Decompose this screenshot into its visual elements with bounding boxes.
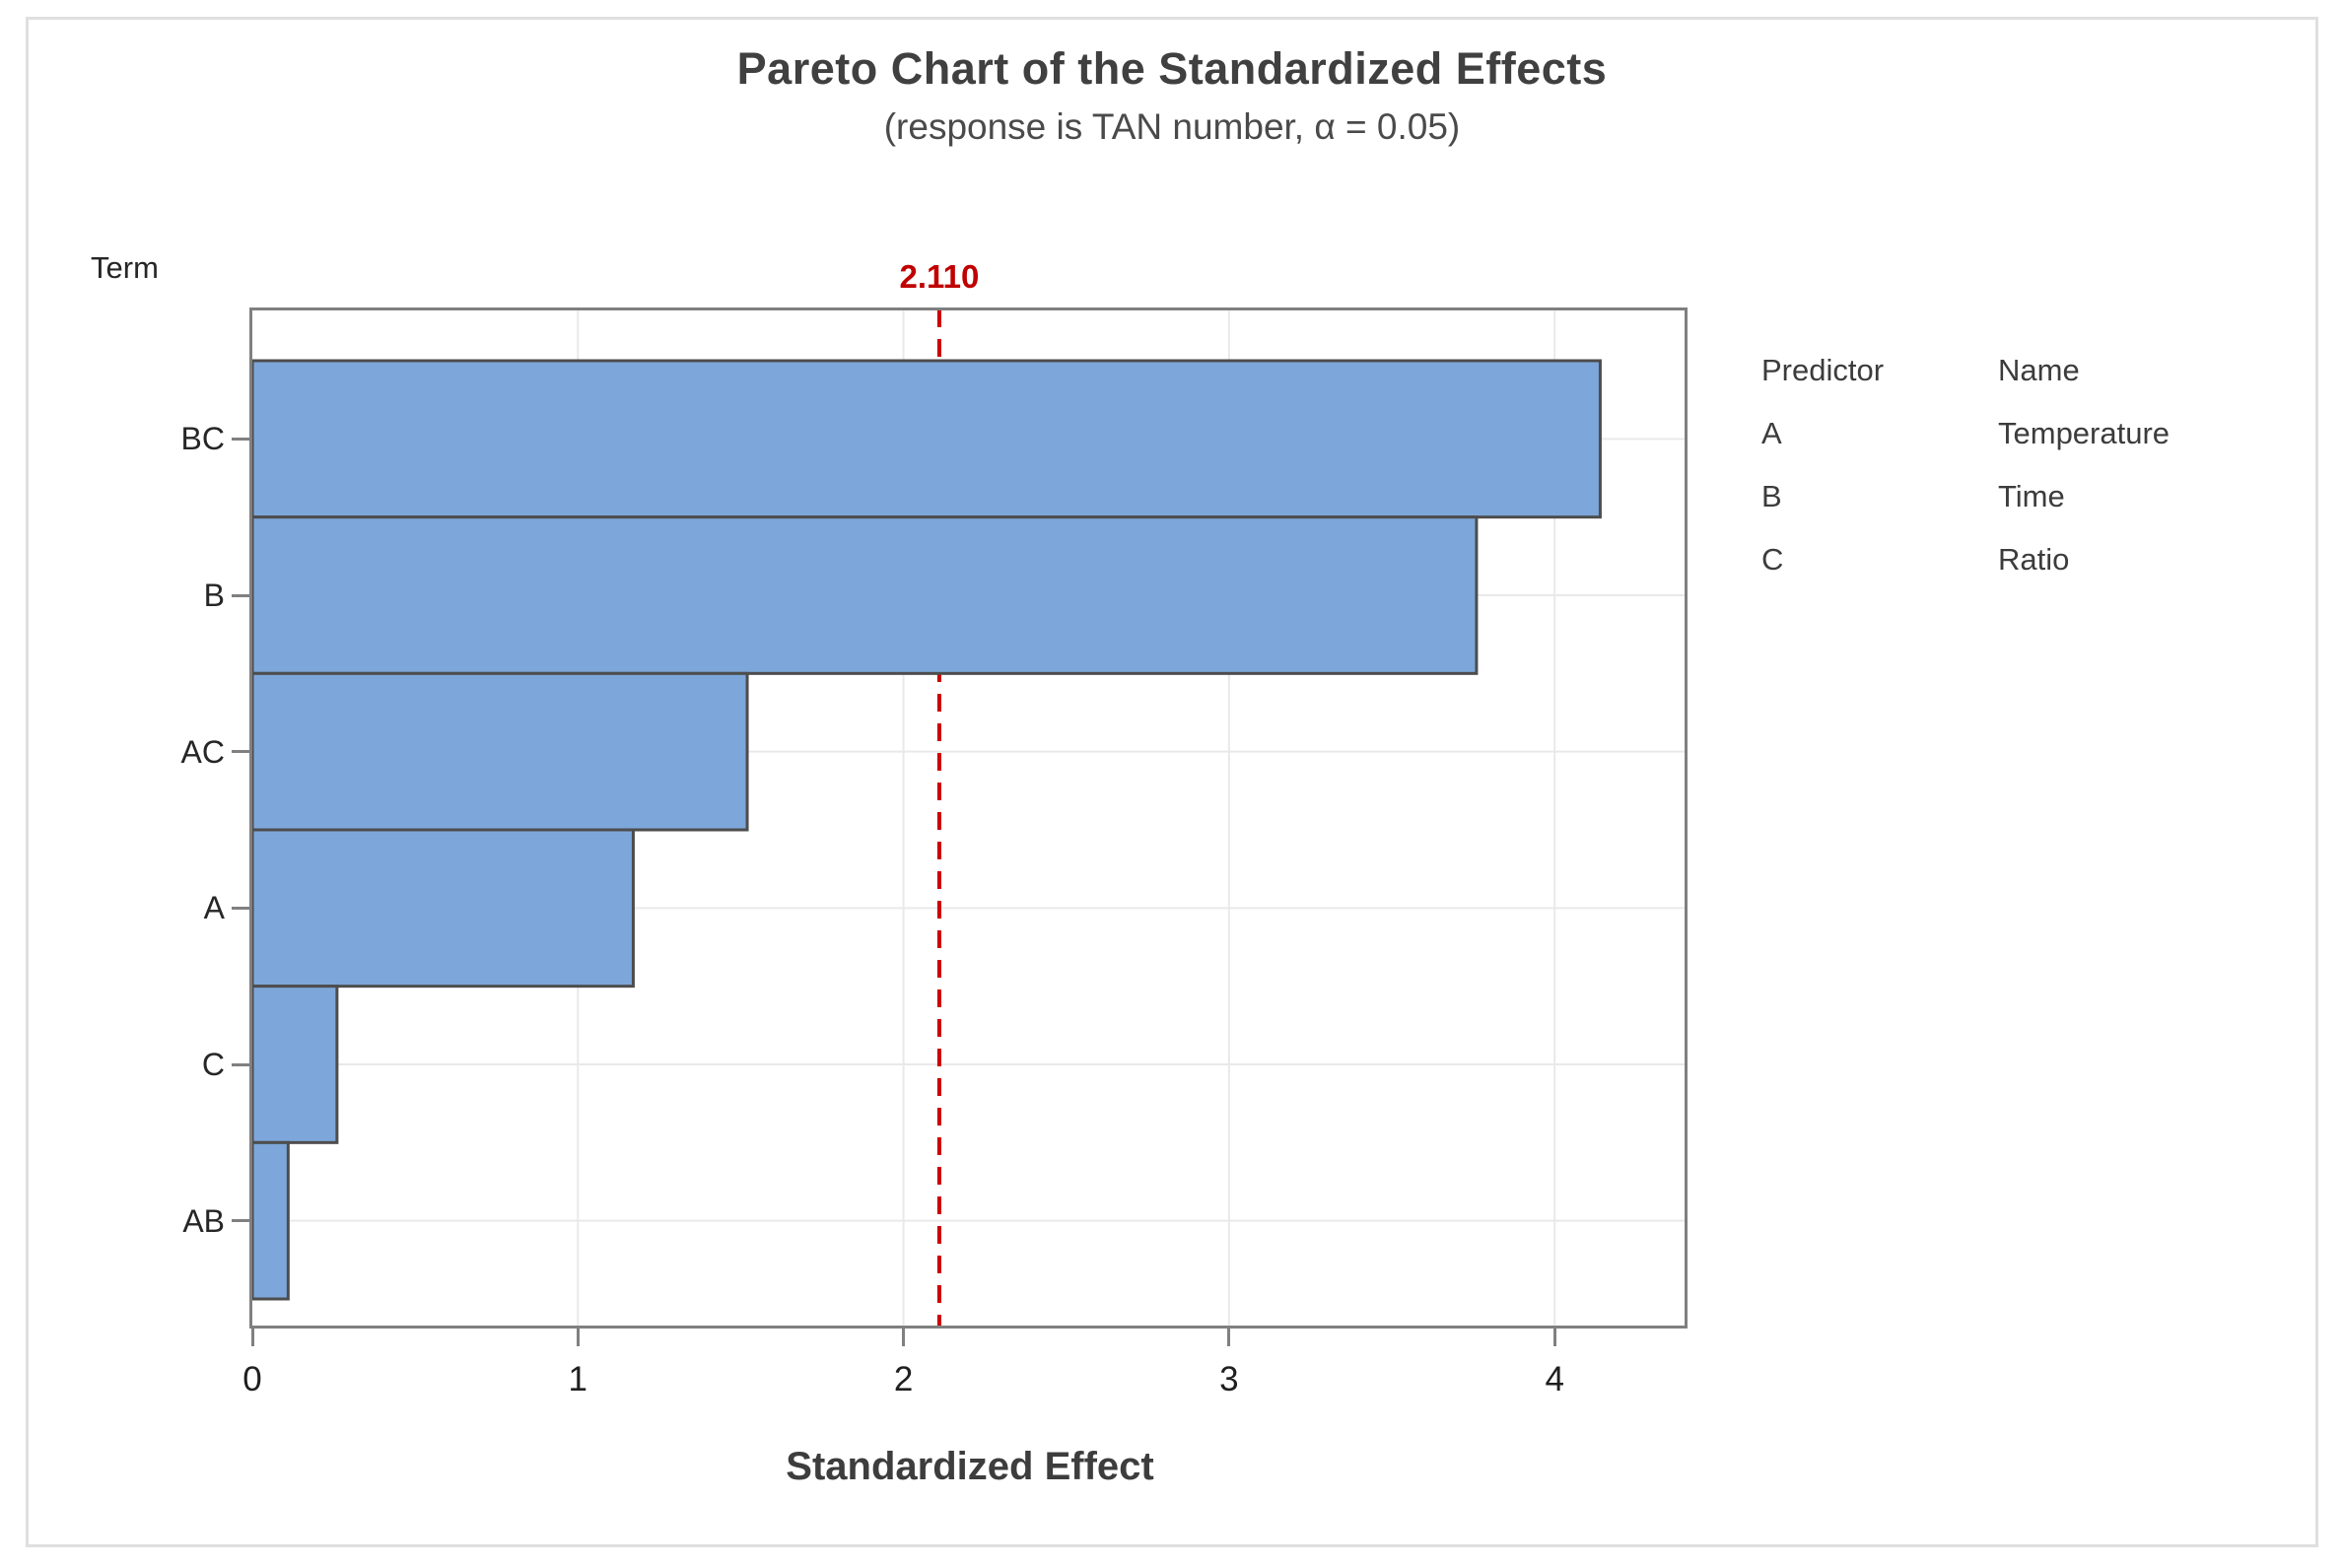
plot-frame bbox=[249, 307, 1688, 1329]
plot-area bbox=[249, 307, 1688, 1329]
y-tick bbox=[232, 906, 249, 910]
x-tick-label-3: 3 bbox=[1219, 1360, 1239, 1398]
bar-C bbox=[250, 985, 339, 1144]
y-tick bbox=[232, 593, 249, 597]
y-tick-label-BC: BC bbox=[180, 421, 225, 457]
y-tick-label-AC: AC bbox=[180, 733, 225, 770]
legend-name-C: Ratio bbox=[1998, 542, 2070, 577]
x-axis-title: Standardized Effect bbox=[786, 1445, 1154, 1488]
legend-header-predictor: Predictor bbox=[1761, 353, 1885, 387]
y-tick bbox=[232, 1062, 249, 1066]
y-tick-label-AB: AB bbox=[182, 1202, 225, 1239]
legend-name-B: Time bbox=[1998, 479, 2065, 513]
bar-B bbox=[250, 515, 1479, 675]
bar-AB bbox=[250, 1140, 290, 1301]
legend-header-name: Name bbox=[1998, 353, 2080, 387]
x-tick bbox=[250, 1329, 254, 1346]
x-tick bbox=[1227, 1329, 1231, 1346]
y-tick-label-B: B bbox=[203, 578, 225, 613]
legend-name-A: Temperature bbox=[1998, 416, 2171, 450]
y-tick-label-A: A bbox=[203, 890, 225, 926]
reference-line-label: 2.110 bbox=[899, 258, 980, 295]
plot-canvas bbox=[249, 307, 1688, 1329]
y-tick bbox=[232, 750, 249, 754]
x-tick bbox=[1552, 1329, 1556, 1346]
bar-AC bbox=[250, 671, 749, 832]
x-tick-label-4: 4 bbox=[1545, 1360, 1564, 1398]
x-tick bbox=[576, 1329, 580, 1346]
bar-A bbox=[250, 828, 635, 989]
x-tick bbox=[902, 1329, 906, 1346]
x-tick-label-1: 1 bbox=[568, 1360, 588, 1398]
chart-subtitle: (response is TAN number, α = 0.05) bbox=[883, 106, 1461, 147]
legend-predictor-C: C bbox=[1761, 542, 1784, 577]
legend-predictor-A: A bbox=[1761, 416, 1782, 450]
x-tick-label-0: 0 bbox=[242, 1360, 262, 1398]
chart-title: Pareto Chart of the Standardized Effects bbox=[736, 43, 1608, 94]
predictor-legend: Predictor Name A Temperature B Time C Ratio bbox=[1761, 339, 2170, 591]
bar-BC bbox=[250, 359, 1602, 519]
legend-predictor-B: B bbox=[1761, 479, 1782, 513]
y-tick-label-C: C bbox=[201, 1047, 225, 1082]
y-tick bbox=[232, 1219, 249, 1223]
x-tick-label-2: 2 bbox=[893, 1360, 914, 1398]
y-tick bbox=[232, 437, 249, 441]
y-axis-title: Term bbox=[91, 250, 159, 285]
